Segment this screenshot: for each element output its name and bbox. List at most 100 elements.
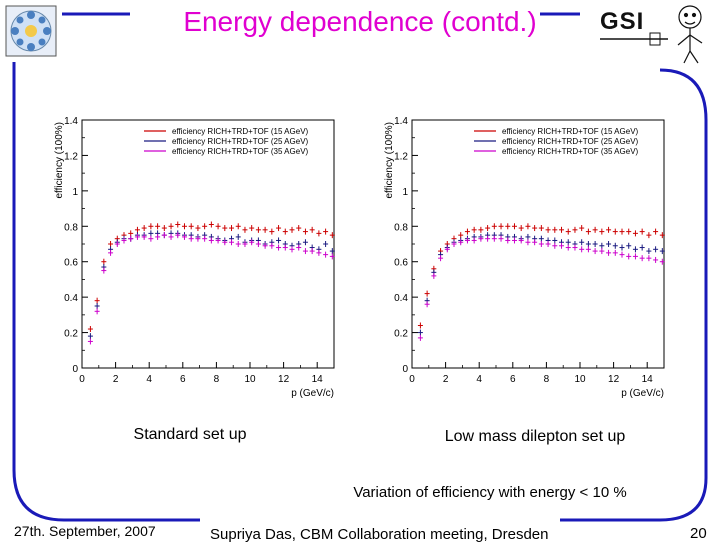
x-tick-label: 8 [214, 374, 220, 385]
data-point [289, 246, 295, 253]
data-point [579, 225, 585, 232]
data-point [242, 241, 248, 247]
data-point [87, 326, 93, 333]
y-tick-label: 1 [402, 187, 408, 198]
data-point [545, 241, 551, 247]
y-tick-label: 1.4 [64, 116, 78, 127]
data-point [235, 223, 241, 230]
data-point [639, 244, 645, 251]
data-point [148, 230, 154, 237]
data-point [653, 246, 659, 253]
data-point [208, 237, 214, 244]
data-point [155, 223, 161, 230]
y-tick-label: 1.2 [394, 151, 408, 162]
data-point [208, 221, 214, 228]
plot-frame [81, 119, 335, 369]
data-point [235, 241, 241, 247]
data-point [175, 232, 181, 239]
data-point [296, 225, 302, 232]
slide-title: Energy dependence (contd.) [183, 6, 537, 37]
data-point [599, 248, 605, 255]
data-point [424, 290, 430, 297]
plot-frame [411, 119, 665, 369]
data-point [579, 239, 585, 246]
data-point [296, 244, 302, 251]
data-point [329, 232, 335, 239]
data-point [134, 233, 140, 240]
data-point [639, 255, 645, 262]
y-axis-label: efficiency (100%) [384, 122, 395, 199]
data-point [121, 237, 127, 244]
data-point [215, 223, 221, 230]
data-point [276, 244, 282, 251]
data-point [505, 237, 511, 244]
data-point [478, 226, 484, 233]
data-point [114, 241, 120, 247]
x-tick-label: 8 [544, 374, 550, 385]
x-tick-label: 4 [146, 374, 152, 385]
data-point [444, 246, 450, 253]
data-point [222, 225, 228, 232]
data-point [202, 235, 208, 242]
data-point [424, 301, 430, 308]
data-point [653, 256, 659, 263]
data-point [545, 226, 551, 233]
data-point [532, 239, 538, 246]
data-point [302, 239, 308, 246]
data-point [464, 237, 470, 244]
data-point [155, 233, 161, 240]
y-axis-label: efficiency (100%) [54, 122, 65, 199]
data-point [538, 235, 544, 242]
data-point [599, 228, 605, 235]
data-point [148, 235, 154, 242]
data-point [559, 226, 565, 233]
data-point [632, 246, 638, 253]
x-axis-label: p (GeV/c) [291, 388, 334, 399]
data-point [438, 255, 444, 262]
data-point [525, 233, 531, 240]
data-point [632, 253, 638, 260]
data-point [101, 267, 107, 274]
x-tick-label: 14 [642, 374, 654, 385]
data-point [559, 242, 565, 249]
y-tick-label: 0.6 [64, 258, 78, 269]
data-point [572, 226, 578, 233]
data-point [202, 223, 208, 230]
data-point [619, 244, 625, 251]
data-point [323, 251, 329, 258]
data-point [255, 226, 261, 233]
data-point [249, 225, 255, 232]
y-tick-label: 0 [72, 364, 78, 375]
y-tick-label: 1.4 [394, 116, 408, 127]
data-point [329, 248, 335, 255]
data-point [94, 297, 100, 304]
y-tick-label: 0.8 [64, 222, 78, 233]
legend-entry: efficiency RICH+TRD+TOF (35 AGeV) [172, 147, 309, 156]
data-point [134, 226, 140, 233]
data-point [585, 246, 591, 253]
data-point [87, 338, 93, 345]
data-point [316, 230, 322, 237]
data-point [565, 244, 571, 251]
data-point [511, 237, 517, 244]
data-point [538, 225, 544, 232]
x-axis-label: p (GeV/c) [621, 388, 664, 399]
data-point [229, 239, 235, 246]
data-point [599, 242, 605, 249]
data-point [323, 241, 329, 247]
data-point [612, 249, 618, 256]
chart-standard-setup: 0 0.2 0.4 0.6 0.8 1 1.2 1.4 0 2 4 6 8 10 12 14 p (GeV/c)… [54, 116, 335, 399]
data-point [188, 235, 194, 242]
data-point [659, 248, 665, 255]
y-tick-label: 0.2 [64, 329, 78, 340]
data-point [612, 242, 618, 249]
data-point [471, 237, 477, 244]
data-point [87, 333, 93, 340]
data-point [309, 226, 315, 233]
data-point [585, 241, 591, 247]
data-point [101, 258, 107, 265]
data-point [229, 225, 235, 232]
data-point [141, 225, 147, 232]
y-tick-label: 0.6 [394, 258, 408, 269]
